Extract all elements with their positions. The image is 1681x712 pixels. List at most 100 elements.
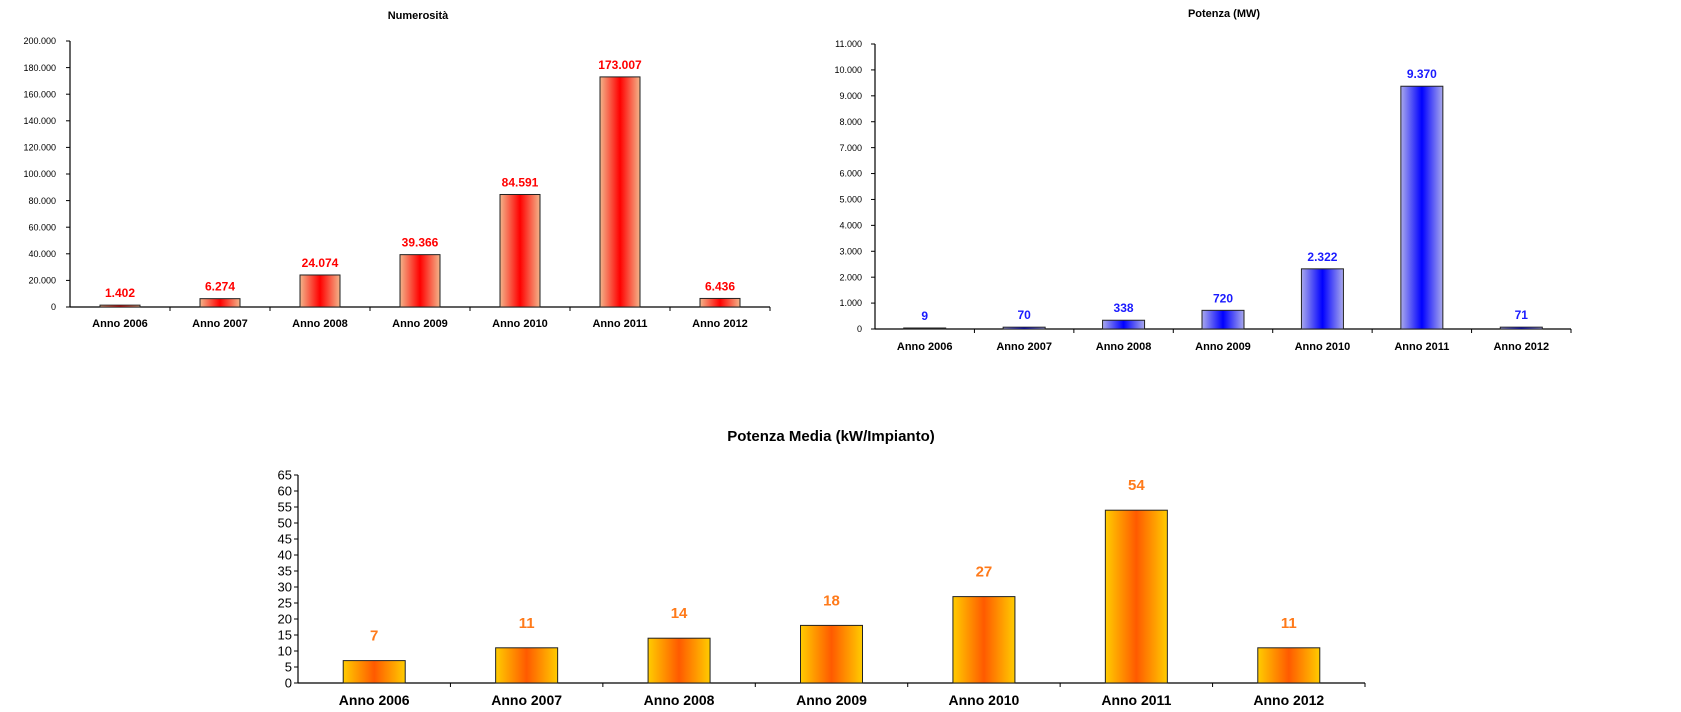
- data-label: 27: [976, 564, 993, 581]
- data-label: 6.436: [705, 279, 735, 293]
- x-tick-label: Anno 2006: [339, 692, 410, 708]
- data-label: 24.074: [302, 256, 339, 270]
- y-tick-label: 45: [278, 532, 292, 547]
- chart-title: Numerosità: [388, 10, 449, 22]
- data-label: 7: [370, 628, 378, 645]
- bar: [1300, 268, 1344, 330]
- bar: [647, 637, 711, 684]
- y-tick-label: 0: [857, 324, 862, 334]
- chart-potenza-media: Potenza Media (kW/Impianto) 051015202530…: [278, 428, 1366, 708]
- y-tick-label: 20.000: [28, 276, 56, 286]
- x-tick-label: Anno 2012: [692, 318, 748, 330]
- y-tick-label: 4.000: [839, 221, 862, 231]
- bar: [1002, 326, 1046, 330]
- bar: [1104, 509, 1168, 684]
- bar: [342, 660, 406, 684]
- bar: [1201, 309, 1245, 330]
- data-label: 6.274: [205, 280, 235, 294]
- chart-title: Potenza (MW): [1188, 8, 1260, 20]
- bar: [299, 274, 341, 308]
- bar: [952, 596, 1016, 684]
- data-label: 70: [1017, 308, 1031, 322]
- y-tick-label: 9.000: [839, 91, 862, 101]
- data-label: 1.402: [105, 286, 135, 300]
- y-tick-label: 0: [285, 676, 292, 691]
- y-tick-label: 50: [278, 516, 292, 531]
- data-label: 173.007: [598, 58, 642, 72]
- y-tick-label: 180.000: [23, 63, 56, 73]
- x-tick-label: Anno 2009: [1195, 341, 1251, 353]
- bar: [599, 76, 641, 308]
- y-tick-label: 8.000: [839, 117, 862, 127]
- x-tick-label: Anno 2011: [1101, 692, 1171, 708]
- y-tick-label: 1.000: [839, 298, 862, 308]
- x-tick-label: Anno 2008: [1096, 341, 1152, 353]
- data-label: 54: [1128, 477, 1145, 494]
- data-label: 338: [1114, 301, 1134, 315]
- y-tick-label: 6.000: [839, 169, 862, 179]
- x-tick-label: Anno 2006: [897, 341, 953, 353]
- data-label: 9: [921, 309, 928, 323]
- bar: [199, 298, 241, 308]
- data-label: 71: [1515, 308, 1529, 322]
- bar: [495, 647, 559, 684]
- bar: [499, 193, 541, 308]
- x-tick-label: Anno 2010: [949, 692, 1020, 708]
- y-tick-label: 25: [278, 596, 292, 611]
- y-tick-label: 120.000: [23, 143, 56, 153]
- bar: [800, 624, 863, 684]
- y-tick-label: 35: [278, 564, 292, 579]
- y-tick-label: 0: [51, 302, 56, 312]
- bar: [399, 254, 441, 308]
- bar: [1400, 85, 1444, 330]
- chart-potenza-mw: Potenza (MW) 0 1.000 2.000 3.000 4.000 5.000 6…: [834, 8, 1572, 353]
- y-tick-label: 40.000: [28, 249, 56, 259]
- x-tick-label: Anno 2006: [92, 318, 148, 330]
- y-tick-label: 65: [278, 468, 292, 483]
- x-tick-label: Anno 2010: [1295, 341, 1351, 353]
- chart-numerosita: Numerosità 0 20.000 40.000 60.000 80.000 100.…: [23, 10, 771, 330]
- x-tick-label: Anno 2007: [491, 692, 562, 708]
- y-tick-label: 2.000: [839, 272, 862, 282]
- bar: [1102, 319, 1146, 330]
- data-label: 14: [671, 605, 688, 622]
- y-tick-label: 100.000: [23, 169, 56, 179]
- data-label: 84.591: [502, 175, 539, 189]
- y-tick-label: 80.000: [28, 196, 56, 206]
- x-tick-label: Anno 2007: [996, 341, 1052, 353]
- y-tick-label: 3.000: [839, 246, 862, 256]
- bar: [903, 327, 947, 330]
- y-tick-label: 7.000: [839, 143, 862, 153]
- data-label: 11: [519, 615, 535, 632]
- bar: [1499, 326, 1543, 330]
- data-label: 9.370: [1407, 67, 1437, 81]
- chart-title: Potenza Media (kW/Impianto): [727, 428, 935, 445]
- bar: [99, 304, 141, 308]
- bar: [699, 297, 741, 308]
- y-tick-label: 5.000: [839, 195, 862, 205]
- y-tick-label: 160.000: [23, 89, 56, 99]
- y-tick-label: 5: [285, 660, 292, 675]
- y-tick-label: 200.000: [23, 36, 56, 46]
- x-tick-label: Anno 2011: [1394, 341, 1449, 353]
- y-tick-label: 55: [278, 500, 292, 515]
- data-label: 18: [823, 592, 840, 609]
- bar: [1257, 647, 1321, 684]
- x-tick-label: Anno 2012: [1493, 341, 1549, 353]
- x-tick-label: Anno 2011: [592, 318, 647, 330]
- y-tick-label: 11.000: [835, 39, 862, 49]
- x-tick-label: Anno 2007: [192, 318, 248, 330]
- data-label: 39.366: [402, 236, 439, 250]
- y-tick-label: 60: [278, 484, 292, 499]
- y-tick-label: 10: [278, 644, 292, 659]
- y-tick-label: 40: [278, 548, 292, 563]
- y-tick-label: 30: [278, 580, 292, 595]
- x-tick-label: Anno 2010: [492, 318, 548, 330]
- y-tick-label: 15: [278, 628, 292, 643]
- y-tick-label: 60.000: [28, 222, 56, 232]
- x-tick-label: Anno 2012: [1253, 692, 1324, 708]
- x-tick-label: Anno 2009: [392, 318, 448, 330]
- data-label: 720: [1213, 291, 1233, 305]
- x-tick-label: Anno 2009: [796, 692, 867, 708]
